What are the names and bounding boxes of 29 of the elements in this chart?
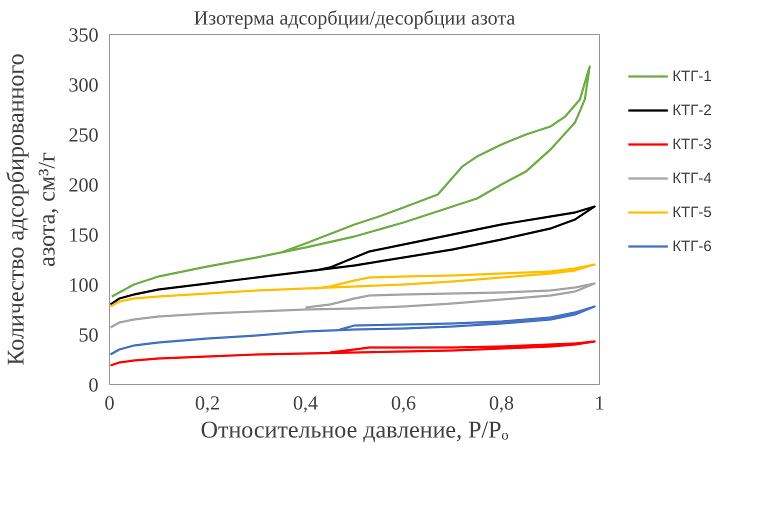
- y-tick-label: 150: [68, 224, 98, 246]
- legend-label: КТГ-2: [672, 102, 712, 118]
- legend-label: КТГ-5: [672, 204, 712, 220]
- y-axis-title: Количество адсорбированного азота, см³/г: [3, 53, 60, 366]
- y-tick-label: 50: [78, 324, 98, 346]
- legend-label: КТГ-4: [672, 170, 712, 186]
- line-series: [110, 205, 596, 306]
- line-series: [110, 282, 596, 329]
- chart-title: Изотерма адсорбции/десорбции азота: [194, 8, 516, 30]
- x-tick-label: 0,4: [293, 392, 318, 414]
- legend-label: КТГ-3: [672, 136, 712, 152]
- y-tick-label: 200: [68, 174, 98, 196]
- x-axis-title: Относительное давление, P/Pₒ: [200, 418, 508, 444]
- y-tick-label: 350: [68, 24, 98, 46]
- x-tick-label: 0: [104, 392, 114, 414]
- y-tick-label: 100: [68, 274, 98, 296]
- line-series: [110, 305, 596, 356]
- x-tick-label: 0,8: [489, 392, 514, 414]
- line-series: [110, 65, 591, 298]
- y-tick-label: 250: [68, 124, 98, 146]
- x-tick-label: 1: [594, 392, 604, 414]
- x-tick-label: 0,2: [195, 392, 220, 414]
- line-series: [110, 263, 596, 308]
- x-tick-label: 0,6: [391, 392, 416, 414]
- y-tick-label: 300: [68, 74, 98, 96]
- legend-label: КТГ-6: [672, 238, 712, 254]
- y-tick-label: 0: [88, 374, 98, 396]
- legend-label: КТГ-1: [672, 68, 712, 84]
- line-series: [110, 340, 596, 367]
